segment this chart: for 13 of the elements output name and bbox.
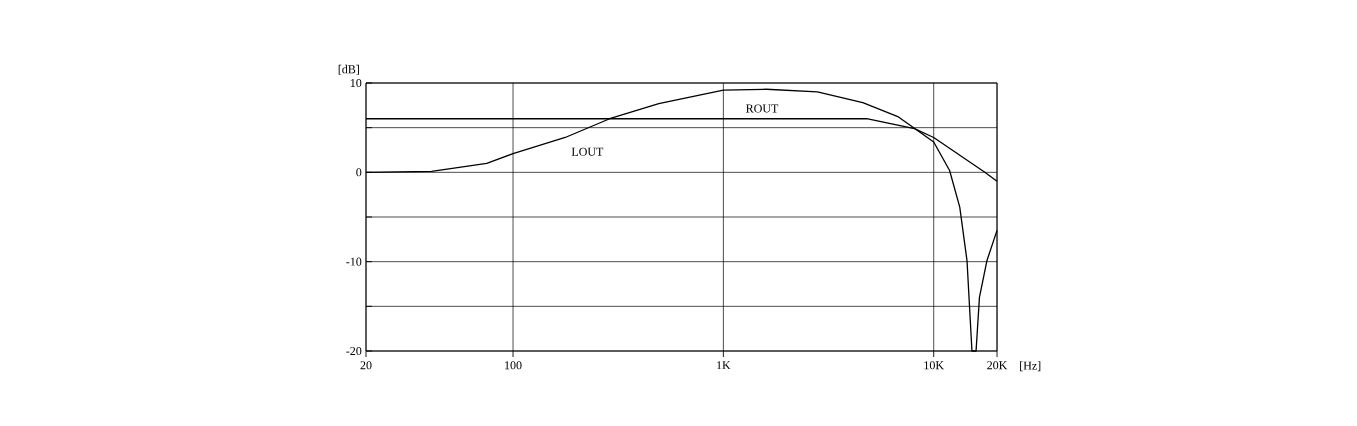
y-axis-title: [dB] bbox=[338, 64, 359, 75]
y-tick-label: -10 bbox=[346, 257, 362, 266]
x-tick-label: 1K bbox=[717, 361, 731, 370]
x-tick-label: 20K bbox=[987, 361, 1008, 370]
y-tick-label: -20 bbox=[346, 346, 362, 356]
x-tick-label: 10K bbox=[924, 361, 944, 370]
x-tick-label: 20 bbox=[360, 361, 372, 370]
series-label: ROUT bbox=[746, 104, 779, 113]
y-tick-label: 10 bbox=[350, 78, 362, 88]
x-tick-label: 100 bbox=[505, 361, 522, 370]
x-axis-title: [Hz] bbox=[1020, 361, 1041, 372]
series-label: LOUT bbox=[571, 147, 604, 156]
y-tick-label: 0 bbox=[356, 168, 362, 177]
